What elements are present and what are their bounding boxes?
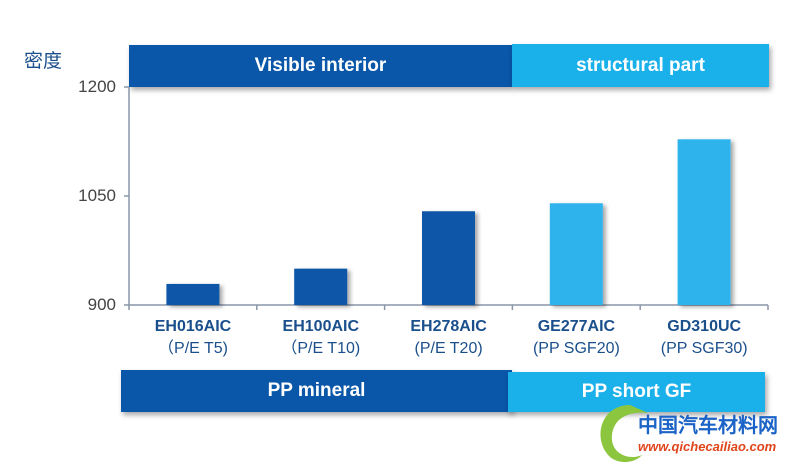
x-tick-label: GE277AIC (PP SGF20) xyxy=(512,316,640,360)
y-axis-label: 密度 xyxy=(24,50,63,72)
watermark-swoosh-icon xyxy=(600,405,648,463)
y-tick-900: 900 xyxy=(87,295,116,314)
category-name: EH016AIC xyxy=(154,318,232,335)
watermark-logo: 中国汽车材料网 www.qichecailiao.com xyxy=(590,395,800,467)
category-subtitle: （P/E T5) xyxy=(158,340,228,357)
x-tick-label: EH100AIC （P/E T10) xyxy=(257,316,385,360)
top-group-structural-part: structural part xyxy=(512,44,769,87)
category-name: EH100AIC xyxy=(282,318,360,335)
category-name: EH278AIC xyxy=(410,318,487,335)
bar-gd310uc xyxy=(677,139,731,305)
bar-ge277aic xyxy=(549,203,603,305)
x-tick-label: EH278AIC (P/E T20) xyxy=(385,316,513,360)
bar-eh278aic xyxy=(422,211,475,305)
category-subtitle: (PP SGF20) xyxy=(532,340,620,357)
top-group-visible-interior: Visible interior xyxy=(129,45,512,87)
category-subtitle: (P/E T20) xyxy=(414,340,483,357)
bottom-group-pp-short-gf: PP short GF xyxy=(508,372,765,412)
y-tick-1050: 1050 xyxy=(78,186,116,205)
y-tick-1200: 1200 xyxy=(78,77,116,96)
category-subtitle: （P/E T10) xyxy=(281,340,361,357)
category-subtitle: (PP SGF30) xyxy=(660,340,748,357)
category-name: GD310UC xyxy=(667,318,742,335)
category-name: GE277AIC xyxy=(537,318,616,335)
watermark-url: www.qichecailiao.com xyxy=(638,439,777,454)
bar-eh016aic xyxy=(166,283,220,305)
bar-eh100aic xyxy=(294,268,348,305)
x-tick-label: GD310UC (PP SGF30) xyxy=(640,316,768,360)
x-tick-label: EH016AIC （P/E T5) xyxy=(129,316,257,360)
watermark-name: 中国汽车材料网 xyxy=(638,413,778,437)
bottom-group-pp-mineral: PP mineral xyxy=(121,370,512,412)
